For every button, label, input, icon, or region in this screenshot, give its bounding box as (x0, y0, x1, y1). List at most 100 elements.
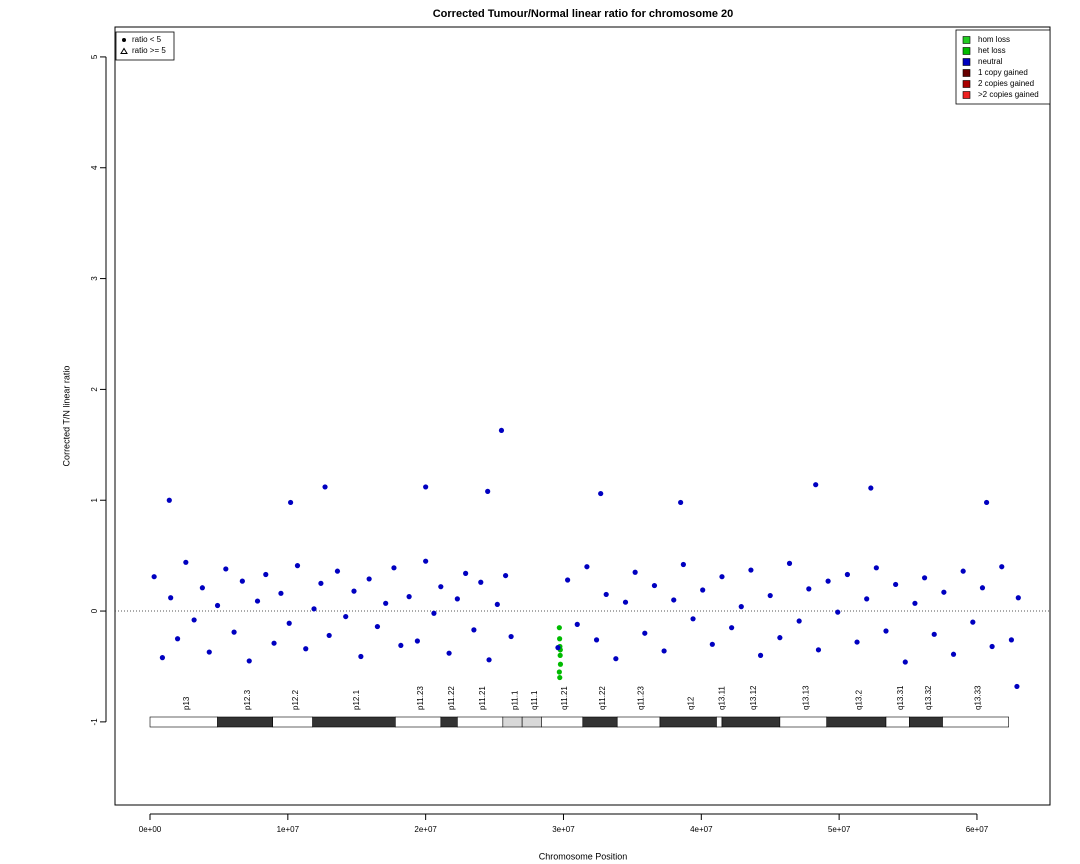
color-legend-box (955, 29, 1051, 105)
data-point (557, 652, 563, 658)
data-point (651, 582, 658, 589)
data-point (271, 640, 277, 646)
band-label: q13.11 (717, 686, 726, 710)
band-label: p12.1 (352, 689, 361, 710)
band-label: p11.22 (447, 686, 456, 710)
data-point (214, 602, 221, 609)
data-point (709, 641, 715, 647)
ideogram-band (721, 716, 781, 728)
data-point (786, 560, 793, 566)
legend-label: ratio < 5 (132, 35, 162, 44)
legend-swatch (962, 58, 971, 66)
legend-swatch (962, 36, 971, 44)
data-point (642, 630, 648, 636)
data-point (700, 587, 706, 593)
data-point (984, 499, 990, 506)
data-point (423, 484, 429, 490)
data-point (557, 674, 563, 681)
data-point (574, 621, 580, 627)
data-point (960, 568, 966, 574)
legend-swatch (962, 80, 971, 88)
ideogram-band (457, 716, 504, 728)
data-point (486, 657, 492, 663)
data-point (478, 579, 484, 585)
data-point (438, 584, 444, 590)
ideogram-band (521, 716, 542, 728)
y-tick-label: 3 (90, 276, 99, 281)
band-label: p11.23 (416, 686, 425, 710)
x-tick-label: 1e+07 (277, 825, 300, 834)
data-point (748, 567, 754, 573)
data-point (757, 652, 764, 658)
data-point (806, 586, 812, 592)
data-point (622, 599, 629, 605)
band-label: q11.1 (530, 690, 539, 710)
data-point (166, 497, 172, 503)
data-point (191, 617, 197, 623)
data-point (366, 576, 372, 582)
y-tick-label: 4 (90, 165, 99, 170)
data-point (970, 619, 976, 625)
data-point (294, 563, 301, 569)
data-point (446, 650, 452, 656)
data-point (844, 571, 850, 578)
data-point (989, 643, 995, 650)
band-label: q13.32 (924, 685, 933, 710)
band-label: q11.21 (560, 686, 569, 710)
legend-label: hom loss (978, 35, 1010, 44)
band-label: q13.12 (749, 685, 758, 710)
data-point (593, 637, 600, 643)
data-point (873, 565, 879, 571)
data-point (979, 585, 986, 591)
data-point (303, 646, 309, 652)
ideogram-band (582, 716, 618, 728)
data-point (719, 574, 725, 580)
data-point (318, 580, 324, 586)
legend-swatch (962, 69, 971, 77)
data-point (854, 639, 860, 645)
data-point (263, 571, 269, 578)
y-tick-label: -1 (90, 718, 99, 726)
x-tick-label: 2e+07 (414, 825, 437, 834)
data-point (825, 578, 831, 584)
data-point (565, 577, 571, 583)
data-point (183, 559, 189, 565)
data-point (508, 633, 514, 640)
data-point (223, 566, 229, 572)
chart-title: Corrected Tumour/Normal linear ratio for… (433, 8, 734, 20)
data-point (1014, 683, 1020, 690)
legend-symbol (122, 38, 126, 42)
y-axis-label: Corrected T/N linear ratio (61, 366, 71, 467)
data-point (254, 598, 261, 604)
x-tick-label: 0e+00 (139, 825, 162, 834)
data-point (584, 564, 590, 570)
data-point (498, 427, 505, 434)
data-point (1008, 637, 1015, 643)
legend-swatch (962, 47, 971, 55)
data-point (206, 649, 212, 655)
data-point (738, 604, 744, 610)
data-point (632, 569, 638, 575)
data-point (931, 631, 937, 637)
x-axis-label: Chromosome Position (539, 851, 628, 861)
x-tick-label: 3e+07 (552, 825, 575, 834)
band-label: q13.13 (801, 685, 810, 710)
ideogram-band (541, 716, 584, 728)
data-point (883, 628, 889, 634)
y-tick-label: 5 (90, 54, 99, 59)
data-point (398, 642, 404, 649)
ideogram-band (217, 716, 273, 728)
data-point (322, 484, 328, 490)
data-point (603, 591, 609, 598)
data-point (502, 572, 509, 579)
ideogram-band (616, 716, 661, 728)
ideogram-band (716, 716, 723, 728)
data-point (168, 595, 174, 601)
ideogram-band (826, 716, 887, 728)
data-point (613, 656, 619, 662)
band-label: p13 (182, 696, 191, 710)
ideogram-band (942, 716, 1009, 728)
data-point (246, 658, 252, 664)
legend-label: >2 copies gained (978, 90, 1039, 99)
